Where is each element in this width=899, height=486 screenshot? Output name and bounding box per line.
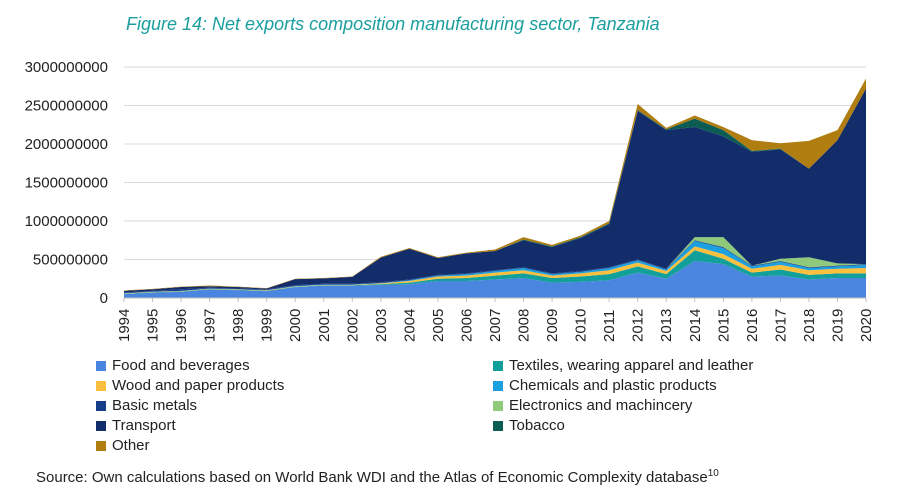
x-tick-label: 2020 bbox=[858, 309, 875, 342]
legend-swatch bbox=[96, 360, 106, 371]
x-tick-label: 1994 bbox=[116, 309, 133, 342]
x-tick-label: 2016 bbox=[744, 309, 761, 342]
legend-item: Electronics and machincery bbox=[493, 396, 876, 415]
y-tick-label: 500000000 bbox=[33, 252, 108, 269]
legend-item: Other bbox=[96, 436, 493, 455]
x-tick-label: 2017 bbox=[772, 309, 789, 342]
x-tick-label: 2011 bbox=[601, 310, 618, 342]
y-tick-label: 0 bbox=[100, 290, 108, 307]
x-tick-label: 2018 bbox=[801, 309, 818, 342]
legend-item: Textiles, wearing apparel and leather bbox=[493, 356, 876, 375]
y-tick-label: 1500000000 bbox=[25, 175, 108, 192]
area-series bbox=[124, 78, 866, 298]
legend-label: Chemicals and plastic products bbox=[509, 377, 717, 394]
x-tick-label: 2005 bbox=[430, 309, 447, 342]
legend-swatch bbox=[493, 420, 503, 431]
source-footnote: 10 bbox=[707, 468, 719, 479]
y-tick-label: 2500000000 bbox=[25, 98, 108, 115]
x-tick-label: 2009 bbox=[544, 309, 561, 342]
legend-label: Transport bbox=[112, 417, 176, 434]
x-tick-label: 2006 bbox=[458, 309, 475, 342]
legend-label: Food and beverages bbox=[112, 357, 250, 374]
x-tick-label: 2000 bbox=[287, 309, 304, 342]
x-tick-label: 1997 bbox=[202, 309, 219, 342]
x-tick-label: 1995 bbox=[145, 309, 162, 342]
x-tick-label: 2008 bbox=[516, 309, 533, 342]
legend-label: Tobacco bbox=[509, 417, 565, 434]
legend-item: Transport bbox=[96, 416, 493, 435]
legend-label: Textiles, wearing apparel and leather bbox=[509, 357, 754, 374]
x-tick-label: 2010 bbox=[573, 309, 590, 342]
x-axis: 1994 1995 1996 1997 1998 1999 2000 2001 2002 2003… bbox=[116, 298, 875, 342]
legend-swatch bbox=[96, 380, 106, 391]
x-tick-label: 2002 bbox=[344, 309, 361, 342]
x-tick-label: 2004 bbox=[401, 309, 418, 342]
x-tick-label: 2019 bbox=[829, 309, 846, 342]
x-tick-label: 2007 bbox=[487, 309, 504, 342]
legend-swatch bbox=[96, 440, 106, 451]
legend-item: Basic metals bbox=[96, 396, 493, 415]
x-tick-label: 2014 bbox=[687, 309, 704, 342]
x-tick-label: 2013 bbox=[658, 309, 675, 342]
x-tick-label: 2015 bbox=[715, 309, 732, 342]
legend-label: Other bbox=[112, 437, 150, 454]
legend-swatch bbox=[493, 360, 503, 371]
x-tick-label: 2003 bbox=[373, 309, 390, 342]
legend-item: Food and beverages bbox=[96, 356, 493, 375]
legend-swatch bbox=[96, 420, 106, 431]
figure-title: Figure 14: Net exports composition manuf… bbox=[126, 14, 660, 34]
x-tick-label: 2001 bbox=[316, 309, 333, 342]
area-transport bbox=[124, 88, 866, 293]
x-tick-label: 2012 bbox=[630, 309, 647, 342]
x-tick-label: 1999 bbox=[259, 309, 276, 342]
legend-item: Wood and paper products bbox=[96, 376, 493, 395]
legend-label: Wood and paper products bbox=[112, 377, 285, 394]
legend-swatch bbox=[96, 400, 106, 411]
legend-label: Basic metals bbox=[112, 397, 198, 414]
legend-item: Chemicals and plastic products bbox=[493, 376, 876, 395]
area-food-and-beverages bbox=[124, 261, 866, 298]
stacked-area-chart: 0 500000000 1000000000 1500000000 2000000000… bbox=[25, 59, 875, 342]
legend-swatch bbox=[493, 400, 503, 411]
legend-swatch bbox=[493, 380, 503, 391]
y-tick-label: 2000000000 bbox=[25, 136, 108, 153]
x-tick-label: 1998 bbox=[230, 309, 247, 342]
x-tick-label: 1996 bbox=[173, 309, 190, 342]
y-tick-label: 3000000000 bbox=[25, 59, 108, 76]
legend: Food and beverages Textiles, wearing appa… bbox=[96, 356, 876, 455]
legend-item: Tobacco bbox=[493, 416, 876, 435]
source-note: Source: Own calculations based on World … bbox=[36, 468, 719, 486]
y-tick-label: 1000000000 bbox=[25, 213, 108, 230]
legend-label: Electronics and machincery bbox=[509, 397, 693, 414]
y-axis: 0 500000000 1000000000 1500000000 2000000000… bbox=[25, 59, 108, 307]
